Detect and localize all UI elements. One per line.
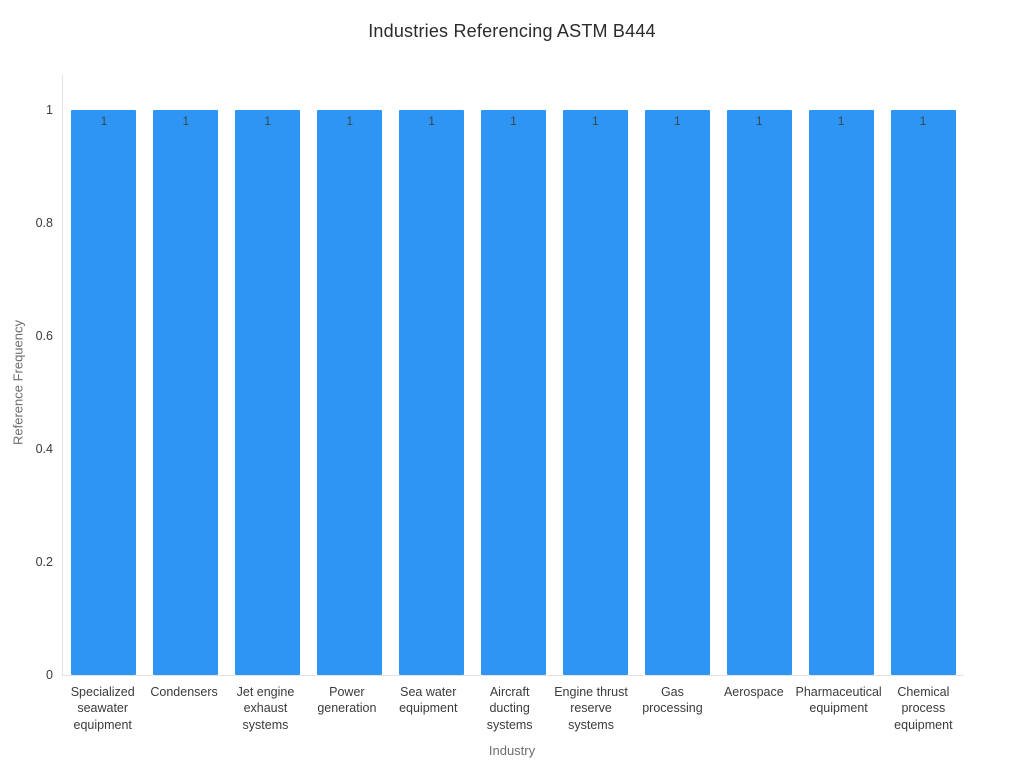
y-tick-label: 0 — [46, 668, 53, 682]
y-tick-label: 0.8 — [35, 216, 53, 231]
x-tick-label: Condensers — [150, 685, 218, 699]
x-tick-label: Jet engine exhaust systems — [236, 685, 295, 732]
bar[interactable]: 1 — [71, 110, 137, 675]
chart-title: Industries Referencing ASTM B444 — [368, 21, 656, 41]
bar[interactable]: 1 — [562, 110, 628, 675]
bar[interactable]: 1 — [808, 110, 874, 675]
bar-value-label: 1 — [673, 114, 681, 129]
bar-value-label: 1 — [510, 114, 517, 129]
bar[interactable]: 1 — [235, 110, 301, 675]
bar[interactable]: 1 — [480, 110, 546, 675]
y-tick-label: 0.2 — [35, 555, 53, 570]
bar[interactable]: 1 — [317, 110, 383, 675]
bar-slot: 1 — [227, 75, 309, 675]
bar-value-label: 1 — [346, 114, 354, 129]
bar-slot: 1 — [636, 75, 718, 675]
bar-value-label: 1 — [264, 114, 272, 129]
x-axis-title: Industry — [488, 743, 536, 758]
bar[interactable]: 1 — [153, 110, 219, 675]
bar-slot: 1 — [63, 75, 145, 675]
bar[interactable]: 1 — [726, 110, 792, 675]
bars-container: 1 1 1 1 1 1 1 1 1 1 1 — [63, 75, 964, 675]
bar-value-label: 1 — [100, 114, 108, 129]
x-tick-label: Pharmaceutical equipment — [795, 685, 882, 716]
y-tick-label: 0.4 — [35, 442, 53, 457]
bar-slot: 1 — [473, 75, 555, 675]
bar-slot: 1 — [391, 75, 473, 675]
bar-value-label: 1 — [755, 114, 763, 129]
bar-slot: 1 — [554, 75, 636, 675]
bar-value-label: 1 — [837, 114, 845, 129]
y-axis-title: Reference Frequency — [10, 320, 26, 446]
bar-slot: 1 — [882, 75, 964, 675]
x-tick-label: Chemical process equipment — [894, 685, 953, 732]
x-tick-label: Specialized seawater equipment — [70, 685, 135, 732]
bar-slot: 1 — [145, 75, 227, 675]
bar-value-label: 1 — [592, 114, 599, 129]
bar[interactable]: 1 — [644, 110, 710, 675]
x-tick-label: Gas processing — [642, 685, 703, 716]
x-tick-label: Engine thrust reserve systems — [554, 685, 628, 732]
x-tick-labels: Specialized seawater equipment Condensers… — [62, 684, 964, 733]
y-tick-label: 1 — [46, 103, 53, 118]
x-tick-label: Sea water equipment — [399, 685, 458, 716]
bar-slot: 1 — [800, 75, 882, 675]
bar[interactable]: 1 — [890, 110, 956, 675]
plot-area: 0 0.2 0.4 0.6 0.8 1 1 1 1 1 1 1 1 1 1 1 1 — [36, 75, 964, 682]
x-tick-label: Aerospace — [723, 685, 784, 699]
bar-value-label: 1 — [182, 114, 190, 129]
y-tick-label: 0.6 — [35, 329, 53, 344]
x-tick-label: Power generation — [317, 685, 377, 716]
bar-slot: 1 — [309, 75, 391, 675]
bar-value-label: 1 — [919, 114, 927, 129]
bar[interactable]: 1 — [399, 110, 465, 675]
bar-value-label: 1 — [428, 114, 435, 129]
x-tick-label: Aircraft ducting systems — [486, 685, 533, 732]
bar-slot: 1 — [718, 75, 800, 675]
